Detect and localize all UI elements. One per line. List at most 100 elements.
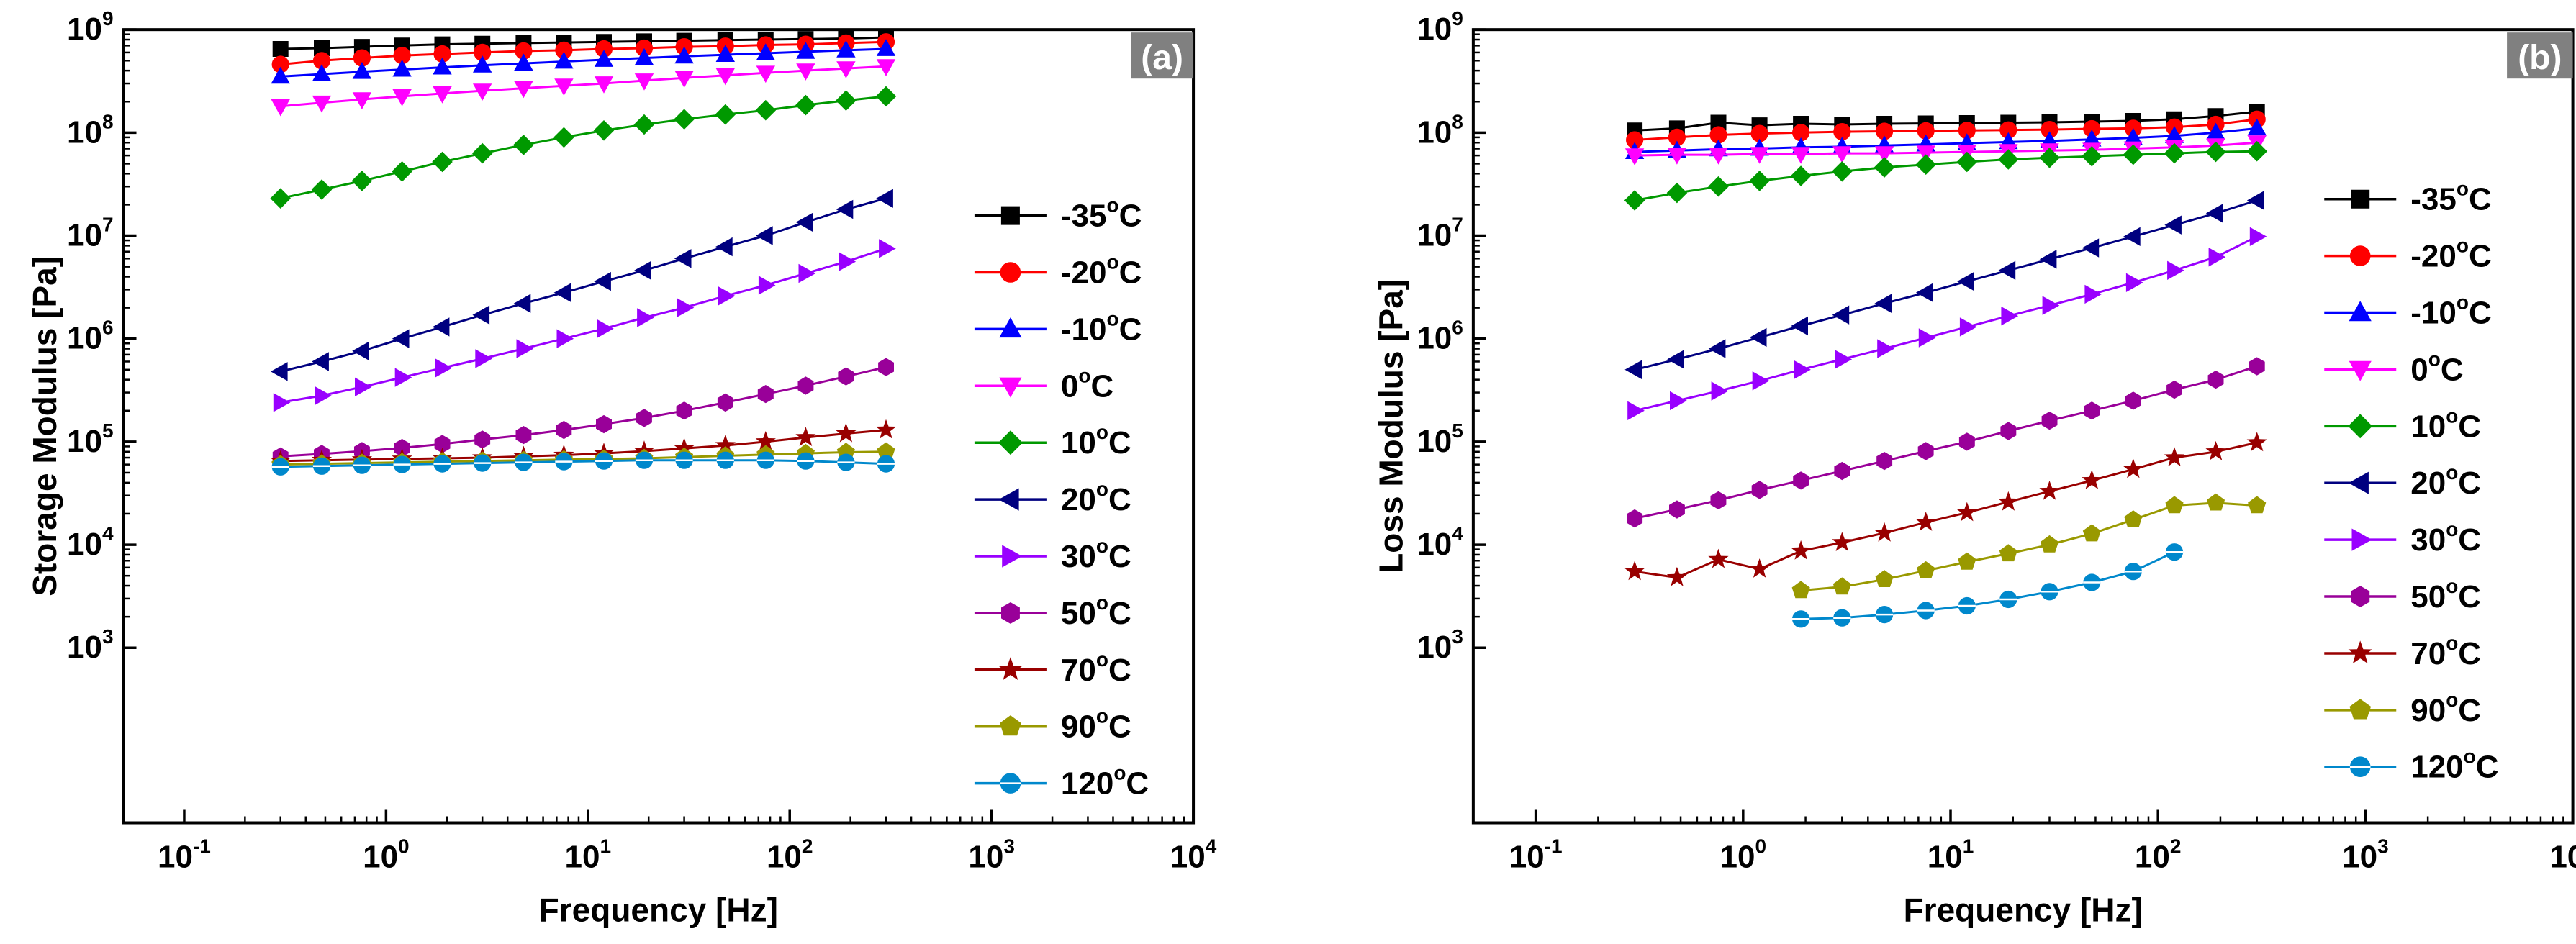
legend-marker	[2349, 699, 2372, 720]
series-50C	[272, 358, 894, 466]
y-axis-ticks: 103 104 105 106 107 108 109	[1416, 7, 1486, 665]
data-point	[756, 43, 775, 60]
series-line	[280, 95, 887, 200]
data-point	[2248, 496, 2267, 514]
series-line	[280, 450, 887, 466]
data-point	[1917, 442, 1934, 460]
data-point	[634, 260, 651, 280]
series-line	[1634, 365, 2258, 519]
data-point	[674, 249, 692, 268]
series-line	[280, 47, 887, 78]
data-point	[836, 40, 856, 58]
data-point	[1998, 149, 2019, 170]
legend-item: 50oC	[2324, 575, 2481, 614]
data-point	[393, 47, 411, 65]
data-point	[1626, 131, 1644, 149]
data-point	[756, 65, 775, 83]
data-point	[758, 276, 776, 295]
data-point	[717, 393, 733, 412]
data-point	[1708, 339, 1726, 358]
data-point	[2165, 496, 2184, 514]
series-line	[1635, 118, 2257, 141]
data-point	[634, 47, 654, 65]
series-70C	[1624, 432, 2267, 586]
data-point	[1834, 461, 1850, 481]
data-point	[353, 49, 371, 67]
data-point	[351, 171, 373, 191]
data-point	[2082, 470, 2102, 489]
data-point	[715, 237, 733, 257]
data-point	[2123, 458, 2143, 478]
data-point	[1711, 381, 1729, 401]
legend-marker	[2349, 245, 2371, 266]
panel-tag-box	[2507, 32, 2573, 79]
data-point	[272, 41, 289, 57]
data-point	[434, 435, 451, 453]
data-point	[2205, 440, 2226, 460]
x-axis-ticks: 10-1 100 101 102 103 104	[158, 809, 1217, 875]
legend-marker	[1002, 545, 1023, 568]
data-point	[2246, 140, 2267, 162]
data-point	[2125, 273, 2143, 292]
data-point	[2207, 371, 2224, 389]
y-tick-label: 104	[1416, 522, 1463, 562]
series-line	[1801, 550, 2175, 620]
data-point	[715, 435, 736, 455]
data-point	[554, 78, 574, 96]
data-point	[1999, 121, 2017, 139]
series-line	[280, 197, 887, 373]
x-tick-label: 10-1	[1509, 835, 1563, 875]
data-point	[595, 40, 613, 58]
data-point	[394, 438, 410, 458]
data-point	[755, 431, 776, 450]
data-point	[556, 420, 572, 440]
data-point	[836, 422, 857, 442]
y-tick-label: 108	[1416, 110, 1463, 150]
series-10C	[1624, 140, 2267, 211]
data-point	[1624, 360, 1642, 379]
data-point	[594, 76, 614, 94]
y-tick-label: 103	[1416, 625, 1463, 665]
x-tick-label: 104	[1170, 835, 1217, 875]
data-point	[2249, 357, 2265, 376]
data-point	[1791, 316, 1808, 336]
data-point	[1915, 283, 1933, 302]
data-point	[1832, 161, 1853, 182]
legend-item: 50oC	[974, 591, 1131, 631]
data-point	[514, 81, 533, 99]
data-point	[839, 252, 857, 271]
data-point	[1624, 190, 1645, 211]
series--10C	[271, 39, 896, 84]
data-point	[1918, 328, 1936, 348]
panel-tag: (a)	[1141, 39, 1183, 77]
data-point	[475, 349, 492, 368]
data-point	[271, 55, 289, 73]
data-point	[718, 286, 736, 306]
data-point	[1667, 350, 1684, 369]
data-point	[2206, 122, 2225, 140]
data-point	[875, 86, 897, 107]
legend-label: 50oC	[1061, 591, 1131, 631]
data-point	[1999, 544, 2017, 562]
data-point	[1627, 401, 1645, 420]
legend-marker	[2351, 528, 2372, 551]
data-point	[2041, 535, 2059, 553]
data-point	[1959, 317, 1977, 337]
legend-item: 90oC	[974, 705, 1131, 745]
legend-label: 30oC	[1061, 535, 1131, 574]
data-point	[2164, 142, 2185, 164]
data-point	[1624, 560, 1645, 581]
data-point	[2083, 119, 2101, 138]
legend-label: 0oC	[1061, 364, 1113, 404]
series-30C	[273, 239, 896, 412]
panel-a: 10-1 100 101 102 103 104 103 104 105 106 107 108 109…	[26, 7, 1217, 929]
data-point	[1833, 123, 1851, 141]
series-120C	[271, 451, 895, 476]
data-point	[1958, 432, 1975, 451]
data-point	[314, 40, 330, 56]
data-point	[796, 63, 815, 81]
data-point	[312, 352, 329, 371]
data-point	[1876, 452, 1893, 471]
legend-label: -10oC	[2410, 291, 2491, 331]
